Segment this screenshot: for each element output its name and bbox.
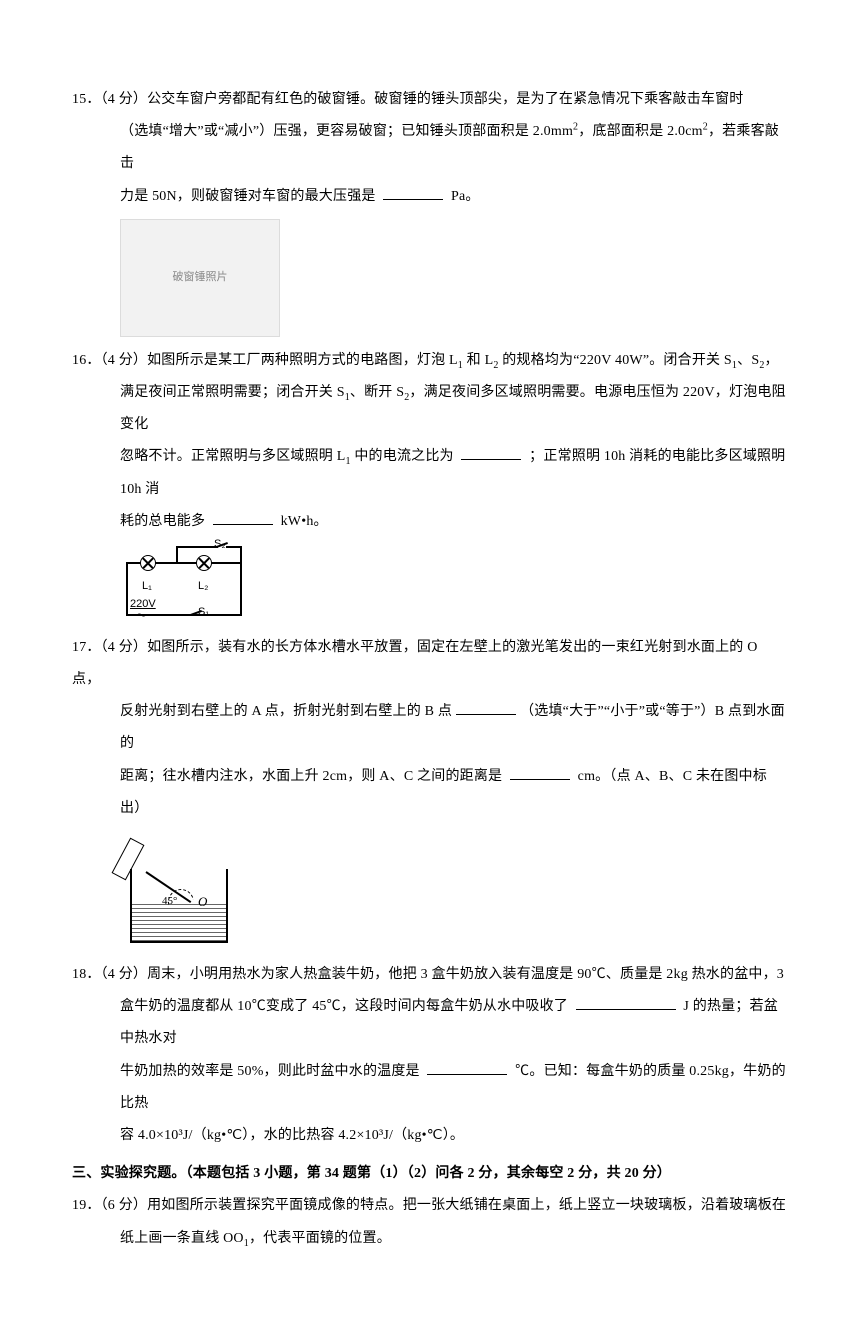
q19-t2a: 纸上画一条直线 OO (120, 1231, 244, 1246)
q18-line1: 18．（4 分）周末，小明用热水为家人热盒装牛奶，他把 3 盒牛奶放入装有温度是… (72, 959, 788, 991)
blank-heat[interactable] (576, 996, 676, 1010)
q16-t4a: 耗的总电能多 (120, 514, 205, 529)
q15-figure: 破窗锤照片 (120, 219, 280, 337)
q16-line1: 16．（4 分）如图所示是某工厂两种照明方式的电路图，灯泡 L1 和 L2 的规… (72, 345, 788, 377)
q16-t1c: 的规格均为“220V 40W”。闭合开关 S (499, 353, 732, 368)
q16-t3a: 忽略不计。正常照明与多区域照明 L (120, 449, 345, 464)
q15-text3a: 力是 50N，则破窗锤对车窗的最大压强是 (120, 189, 376, 204)
q15-line3: 力是 50N，则破窗锤对车窗的最大压强是 Pa。 (72, 181, 788, 213)
q16-number: 16．（4 分） (72, 353, 147, 368)
q17-t3a: 距离；往水槽内注水，水面上升 2cm，则 A、C 之间的距离是 (120, 769, 502, 784)
q16-t2b: 、断开 S (350, 385, 404, 400)
q19-t1: 用如图所示装置探究平面镜成像的特点。把一张大纸铺在桌面上，纸上竖立一块玻璃板，沿… (147, 1198, 786, 1213)
q16-t1b: 和 L (463, 353, 493, 368)
q16-t4b: kW•h。 (281, 514, 328, 529)
exam-page: 15．（4 分）公交车窗户旁都配有红色的破窗锤。破窗锤的锤头顶部尖，是为了在紧急… (0, 0, 860, 1321)
q17-t1: 如图所示，装有水的长方体水槽水平放置，固定在左壁上的激光笔发出的一束红光射到水面… (72, 640, 758, 687)
q16-t1e: ， (765, 353, 779, 368)
water-fill (132, 903, 226, 941)
question-16: 16．（4 分）如图所示是某工厂两种照明方式的电路图，灯泡 L1 和 L2 的规… (72, 345, 788, 624)
q18-line3: 牛奶加热的效率是 50%，则此时盆中水的温度是 ℃。已知：每盒牛奶的质量 0.2… (72, 1056, 788, 1120)
blank-pressure[interactable] (383, 186, 443, 200)
q18-line4: 容 4.0×10³J/（kg•℃），水的比热容 4.2×10³J/（kg•℃）。 (72, 1120, 788, 1152)
lamp-l2-icon (196, 555, 212, 571)
q16-line4: 耗的总电能多 kW•h。 (72, 506, 788, 538)
q19-number: 19．（6 分） (72, 1198, 147, 1213)
lamp-l1-icon (140, 555, 156, 571)
label-ac: ～ (136, 604, 147, 629)
q16-t3b: 中的电流之比为 (351, 449, 454, 464)
q18-t4: 容 4.0×10³J/（kg•℃），水的比热容 4.2×10³J/（kg•℃）。 (120, 1128, 464, 1143)
question-18: 18．（4 分）周末，小明用热水为家人热盒装牛奶，他把 3 盒牛奶放入装有温度是… (72, 959, 788, 1152)
q18-t3a: 牛奶加热的效率是 50%，则此时盆中水的温度是 (120, 1064, 420, 1079)
q16-t1d: 、S (737, 353, 759, 368)
q17-number: 17．（4 分） (72, 640, 147, 655)
q16-circuit-diagram: L₁ L₂ S₂ S₁ 220V ～ (120, 544, 248, 624)
q16-line3: 忽略不计。正常照明与多区域照明 L1 中的电流之比为 ；正常照明 10h 消耗的… (72, 441, 788, 505)
blank-energy[interactable] (213, 511, 273, 525)
q16-t1a: 如图所示是某工厂两种照明方式的电路图，灯泡 L (147, 353, 458, 368)
q17-line3: 距离；往水槽内注水，水面上升 2cm，则 A、C 之间的距离是 cm。（点 A、… (72, 761, 788, 825)
q15-line1: 15．（4 分）公交车窗户旁都配有红色的破窗锤。破窗锤的锤头顶部尖，是为了在紧急… (72, 84, 788, 116)
q18-number: 18．（4 分） (72, 967, 147, 982)
q15-number: 15．（4 分） (72, 92, 147, 107)
q15-text2a: （选填“增大”或“减小”）压强，更容易破窗；已知锤头顶部面积是 2.0mm (120, 124, 573, 139)
q18-t2a: 盒牛奶的温度都从 10℃变成了 45℃，这段时间内每盒牛奶从水中吸收了 (120, 999, 568, 1014)
q18-line2: 盒牛奶的温度都从 10℃变成了 45℃，这段时间内每盒牛奶从水中吸收了 J 的热… (72, 991, 788, 1055)
section-3-title: 三、实验探究题。（本题包括 3 小题，第 34 题第（1）（2）问各 2 分，其… (72, 1158, 788, 1190)
q19-line1: 19．（6 分）用如图所示装置探究平面镜成像的特点。把一张大纸铺在桌面上，纸上竖… (72, 1190, 788, 1222)
blank-distance[interactable] (510, 766, 570, 780)
q19-line2: 纸上画一条直线 OO1，代表平面镜的位置。 (72, 1223, 788, 1255)
question-19: 19．（6 分）用如图所示装置探究平面镜成像的特点。把一张大纸铺在桌面上，纸上竖… (72, 1190, 788, 1254)
blank-compare[interactable] (456, 701, 516, 715)
q15-text2b: ，底部面积是 2.0cm (578, 124, 703, 139)
angle-label: 45° (162, 889, 177, 914)
q16-line2: 满足夜间正常照明需要；闭合开关 S1、断开 S2，满足夜间多区域照明需要。电源电… (72, 377, 788, 441)
q17-line2: 反射光射到右壁上的 A 点，折射光射到右壁上的 B 点（选填“大于”“小于”或“… (72, 696, 788, 760)
q15-text3b: Pa。 (451, 189, 480, 204)
q19-t2b: ，代表平面镜的位置。 (249, 1231, 391, 1246)
label-l2: L₂ (198, 574, 208, 599)
q18-t1: 周末，小明用热水为家人热盒装牛奶，他把 3 盒牛奶放入装有温度是 90℃、质量是… (147, 967, 784, 982)
question-15: 15．（4 分）公交车窗户旁都配有红色的破窗锤。破窗锤的锤头顶部尖，是为了在紧急… (72, 84, 788, 337)
q16-t2a: 满足夜间正常照明需要；闭合开关 S (120, 385, 345, 400)
q17-figure: 45° O (120, 831, 238, 951)
q17-t2a: 反射光射到右壁上的 A 点，折射光射到右壁上的 B 点 (120, 704, 452, 719)
q15-line2: （选填“增大”或“减小”）压强，更容易破窗；已知锤头顶部面积是 2.0mm2，底… (72, 116, 788, 180)
blank-current-ratio[interactable] (461, 446, 521, 460)
q15-text1: 公交车窗户旁都配有红色的破窗锤。破窗锤的锤头顶部尖，是为了在紧急情况下乘客敲击车… (147, 92, 743, 107)
blank-temp[interactable] (427, 1061, 507, 1075)
question-17: 17．（4 分）如图所示，装有水的长方体水槽水平放置，固定在左壁上的激光笔发出的… (72, 632, 788, 951)
q17-line1: 17．（4 分）如图所示，装有水的长方体水槽水平放置，固定在左壁上的激光笔发出的… (72, 632, 788, 696)
point-o-label: O (198, 887, 207, 917)
